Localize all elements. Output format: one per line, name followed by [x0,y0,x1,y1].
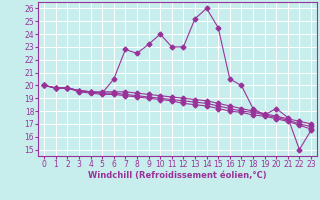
X-axis label: Windchill (Refroidissement éolien,°C): Windchill (Refroidissement éolien,°C) [88,171,267,180]
